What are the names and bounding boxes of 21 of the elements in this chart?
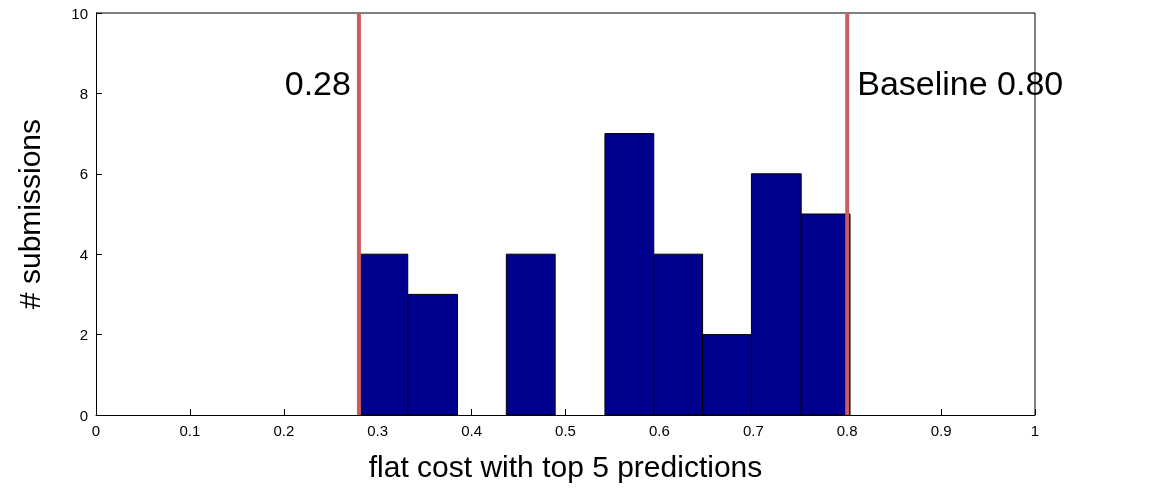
y-tick-label: 6 xyxy=(79,165,88,183)
ref-line-label: 0.28 xyxy=(284,64,351,102)
x-tick-label: 1 xyxy=(1030,422,1040,439)
x-tick-label: 0.3 xyxy=(367,422,389,439)
x-tick-label: 0.6 xyxy=(648,422,670,439)
x-tick-label: 0 xyxy=(91,422,101,439)
y-tick-label: 8 xyxy=(79,84,88,102)
y-tick-label: 10 xyxy=(71,4,88,22)
y-tick-label: 4 xyxy=(79,245,88,263)
ref-line-label: Baseline 0.80 xyxy=(857,64,1064,102)
x-tick-label: 0.7 xyxy=(742,422,764,439)
x-axis-title: flat cost with top 5 predictions xyxy=(368,449,763,483)
y-tick-label: 0 xyxy=(79,406,88,424)
x-tick-label: 0.5 xyxy=(555,422,576,439)
x-tick-label: 0.8 xyxy=(836,422,858,439)
x-tick-label: 0.9 xyxy=(930,422,952,439)
x-tick-label: 0.1 xyxy=(179,422,201,439)
x-tick-label: 0.4 xyxy=(461,422,483,439)
y-tick-label: 2 xyxy=(79,326,88,344)
y-axis-title: # submissions xyxy=(12,118,46,310)
x-tick-label: 0.2 xyxy=(273,422,295,439)
